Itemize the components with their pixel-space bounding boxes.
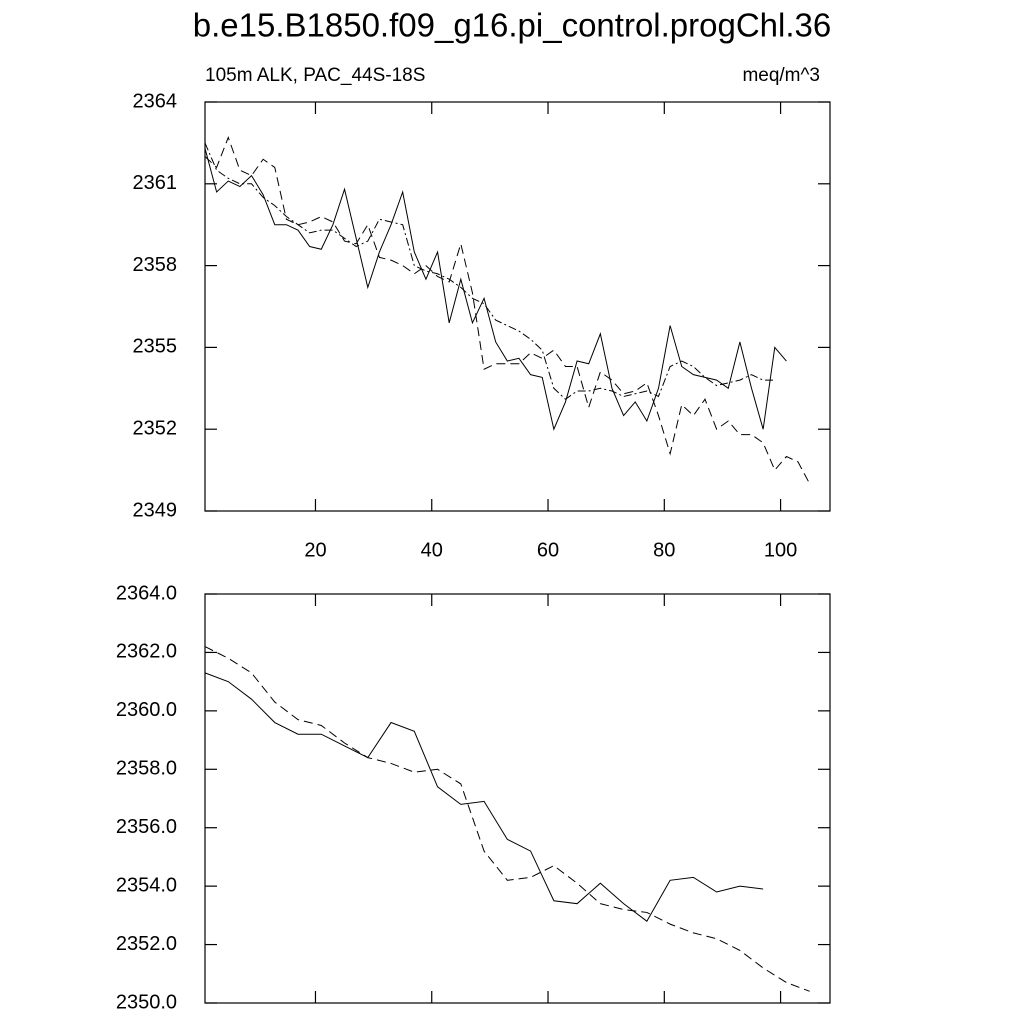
y-tick-label: 2354.0 xyxy=(116,874,177,896)
chart-title: b.e15.B1850.f09_g16.pi_control.progChl.3… xyxy=(193,7,832,44)
plot-frame xyxy=(204,593,831,1004)
x-tick-label: 60 xyxy=(537,539,559,561)
y-tick-label: 2364.0 xyxy=(116,582,177,604)
y-tick-label: 2352.0 xyxy=(116,933,177,955)
y-tick-label: 2356.0 xyxy=(116,816,177,838)
y-tick-label: 2358 xyxy=(133,254,178,276)
x-tick-label: 20 xyxy=(304,539,326,561)
y-tick-label: 2362.0 xyxy=(116,641,177,663)
y-tick-label: 2358.0 xyxy=(116,758,177,780)
x-tick-label: 40 xyxy=(421,539,443,561)
data-line xyxy=(204,136,811,484)
x-tick-label: 80 xyxy=(653,539,675,561)
plot-frame xyxy=(204,101,831,512)
data-line xyxy=(204,148,787,431)
data-line xyxy=(204,142,775,400)
x-tick-label: 100 xyxy=(764,539,797,561)
y-tick-label: 2350.0 xyxy=(116,991,177,1013)
y-tick-label: 2352 xyxy=(133,417,178,439)
data-line xyxy=(204,672,764,922)
y-tick-label: 2349 xyxy=(133,499,178,521)
left-subtitle: 105m ALK, PAC_44S-18S xyxy=(205,65,425,86)
y-tick-label: 2364 xyxy=(133,90,178,112)
y-tick-label: 2361 xyxy=(133,172,178,194)
y-tick-label: 2355 xyxy=(133,336,178,358)
data-line xyxy=(204,646,810,992)
right-subtitle: meq/m^3 xyxy=(742,65,820,86)
y-tick-label: 2360.0 xyxy=(116,699,177,721)
